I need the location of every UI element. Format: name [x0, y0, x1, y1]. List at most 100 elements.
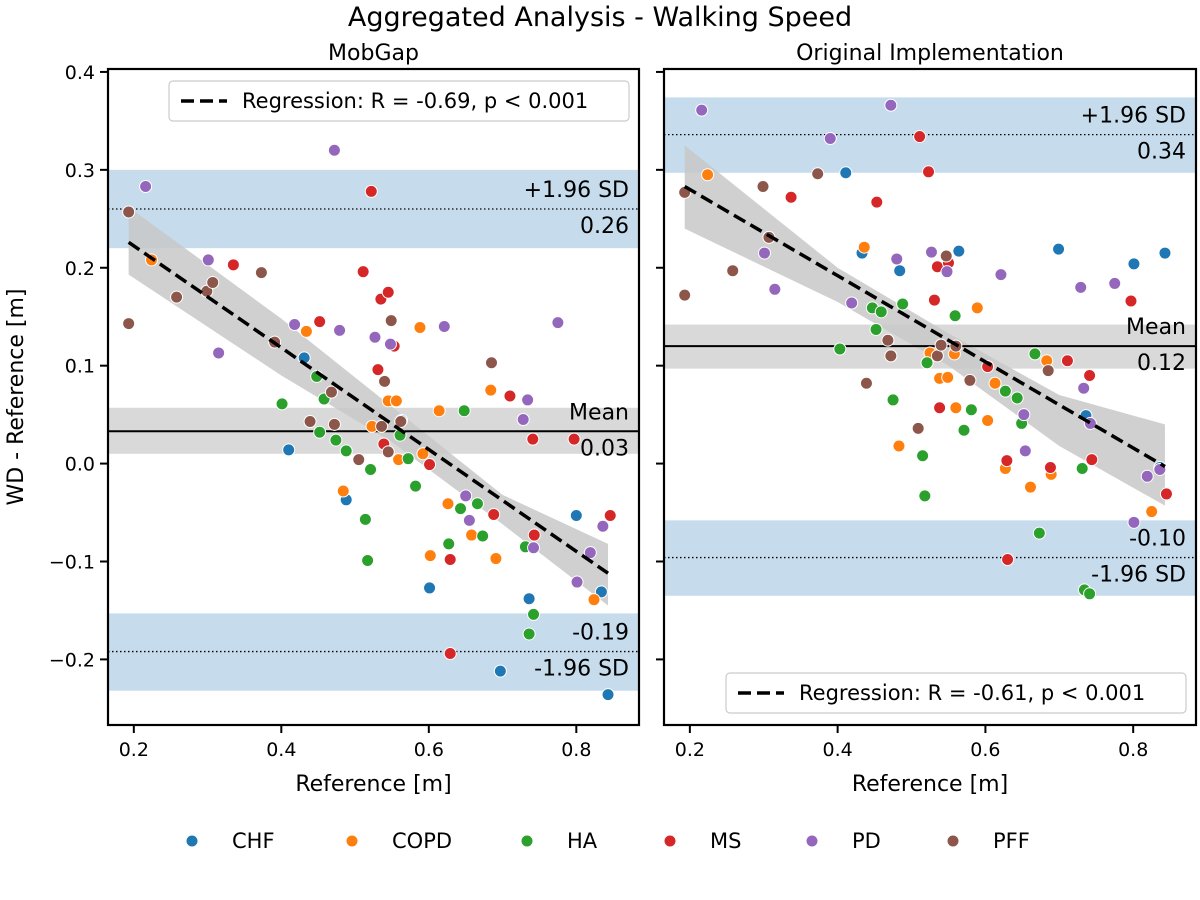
upper-loa-label: +1.96 SD	[1081, 104, 1186, 129]
data-point-ms	[1159, 487, 1173, 501]
chart-panel-1: Mean 0.12 +1.96 SD 0.34 -0.10 -1.96 SD 0.2 0.4 0…	[656, 41, 1198, 797]
data-point-ha	[1028, 347, 1042, 361]
data-point-pd	[1017, 408, 1031, 422]
data-point-ha	[964, 403, 978, 417]
data-point-ms	[927, 293, 941, 307]
data-point-pd	[845, 296, 859, 310]
data-point-ha	[874, 305, 888, 319]
data-point-ms	[443, 647, 457, 661]
data-point-pff	[254, 266, 268, 280]
data-point-ha	[957, 423, 971, 437]
data-point-ms	[1043, 460, 1057, 474]
data-point-pd	[1074, 280, 1088, 294]
data-point-ha	[916, 449, 930, 463]
x-tick-label: 0.2	[675, 739, 705, 761]
data-point-pff	[352, 453, 366, 467]
legend-item-copd: COPD	[345, 829, 452, 853]
data-point-ms	[356, 265, 370, 279]
x-axis-label: Reference [m]	[295, 772, 451, 797]
data-point-pd	[333, 323, 347, 337]
legend-item-chf: CHF	[185, 829, 275, 853]
data-point-pd	[288, 318, 302, 332]
data-point-ms	[1083, 368, 1097, 382]
mean-value-label: 0.12	[1137, 351, 1186, 376]
data-point-ha	[361, 554, 375, 568]
data-point-chf	[522, 592, 536, 606]
data-point-pff	[122, 317, 136, 331]
legend-marker	[805, 834, 819, 848]
data-point-pff	[678, 288, 692, 302]
data-point-ha	[358, 512, 372, 526]
x-axis-label: Reference [m]	[852, 772, 1008, 797]
data-point-pd	[994, 268, 1008, 282]
x-tick-label: 0.8	[1118, 739, 1148, 761]
legend-item-pd: PD	[805, 829, 881, 853]
data-point-pff	[122, 205, 136, 219]
data-point-pff	[206, 275, 220, 289]
data-point-chf	[423, 581, 437, 595]
data-point-ha	[409, 479, 423, 493]
data-point-ha	[527, 607, 541, 621]
data-point-ha	[918, 489, 932, 503]
data-point-pd	[459, 489, 473, 503]
data-point-ha	[454, 502, 468, 516]
data-point-ms	[1060, 354, 1074, 368]
mean-label: Mean	[1126, 315, 1186, 340]
data-point-ha	[948, 309, 962, 323]
data-point-ms	[567, 432, 581, 446]
legend-label: PFF	[993, 829, 1030, 853]
data-point-pff	[859, 376, 873, 390]
data-point-pff	[756, 179, 770, 193]
data-point-copd	[857, 240, 871, 254]
data-point-ha	[998, 384, 1012, 398]
data-point-ms	[423, 458, 437, 472]
data-point-pd	[757, 246, 771, 260]
regression-legend: Regression: R = -0.61, p < 0.001	[725, 672, 1187, 714]
data-point-pd	[462, 513, 476, 527]
regression-label: Regression: R = -0.69, p < 0.001	[242, 89, 588, 113]
y-tick-label: 0.1	[65, 356, 95, 378]
data-point-ha	[886, 393, 900, 407]
data-point-pd	[527, 541, 541, 555]
data-point-ha	[470, 497, 484, 511]
data-point-copd	[970, 301, 984, 315]
data-point-pd	[139, 179, 153, 193]
data-point-ms	[870, 195, 884, 209]
data-point-pd	[884, 98, 898, 112]
data-point-ha	[275, 397, 289, 411]
axes-frame	[662, 67, 1198, 727]
data-point-copd	[336, 484, 350, 498]
data-point-pd	[516, 413, 530, 427]
legend-box	[725, 672, 1187, 714]
data-point-pd	[823, 132, 837, 146]
data-point-pd	[201, 253, 215, 267]
data-point-ha	[364, 462, 378, 476]
data-point-chf	[569, 508, 583, 522]
data-point-copd	[484, 383, 498, 397]
data-point-pd	[890, 252, 904, 266]
x-tick-label: 0.8	[561, 739, 591, 761]
regression-legend: Regression: R = -0.69, p < 0.001	[168, 80, 630, 122]
data-point-ms	[371, 363, 385, 377]
data-point-pd	[1108, 276, 1122, 290]
legend-label: CHF	[232, 829, 275, 853]
data-point-ms	[487, 507, 501, 521]
data-point-ha	[869, 322, 883, 336]
data-point-ha	[1075, 461, 1089, 475]
data-point-pff	[930, 349, 944, 363]
upper-loa-value-label: 0.26	[580, 214, 629, 239]
data-point-copd	[389, 394, 403, 408]
panel-title: Original Implementation	[796, 41, 1064, 66]
group-legend: CHF COPD HA MS PD PFF	[185, 829, 1030, 853]
data-point-copd	[892, 439, 906, 453]
y-axis-label: WD - Reference [m]	[4, 289, 29, 506]
data-point-pd	[437, 320, 451, 334]
data-point-ms	[1124, 294, 1138, 308]
data-point-copd	[988, 376, 1002, 390]
data-point-ha	[339, 444, 353, 458]
data-point-pd	[570, 575, 584, 589]
data-point-ms	[381, 285, 395, 299]
data-point-ms	[226, 258, 240, 272]
data-point-ha	[313, 425, 327, 439]
lower-loa-label: -1.96 SD	[534, 657, 629, 682]
